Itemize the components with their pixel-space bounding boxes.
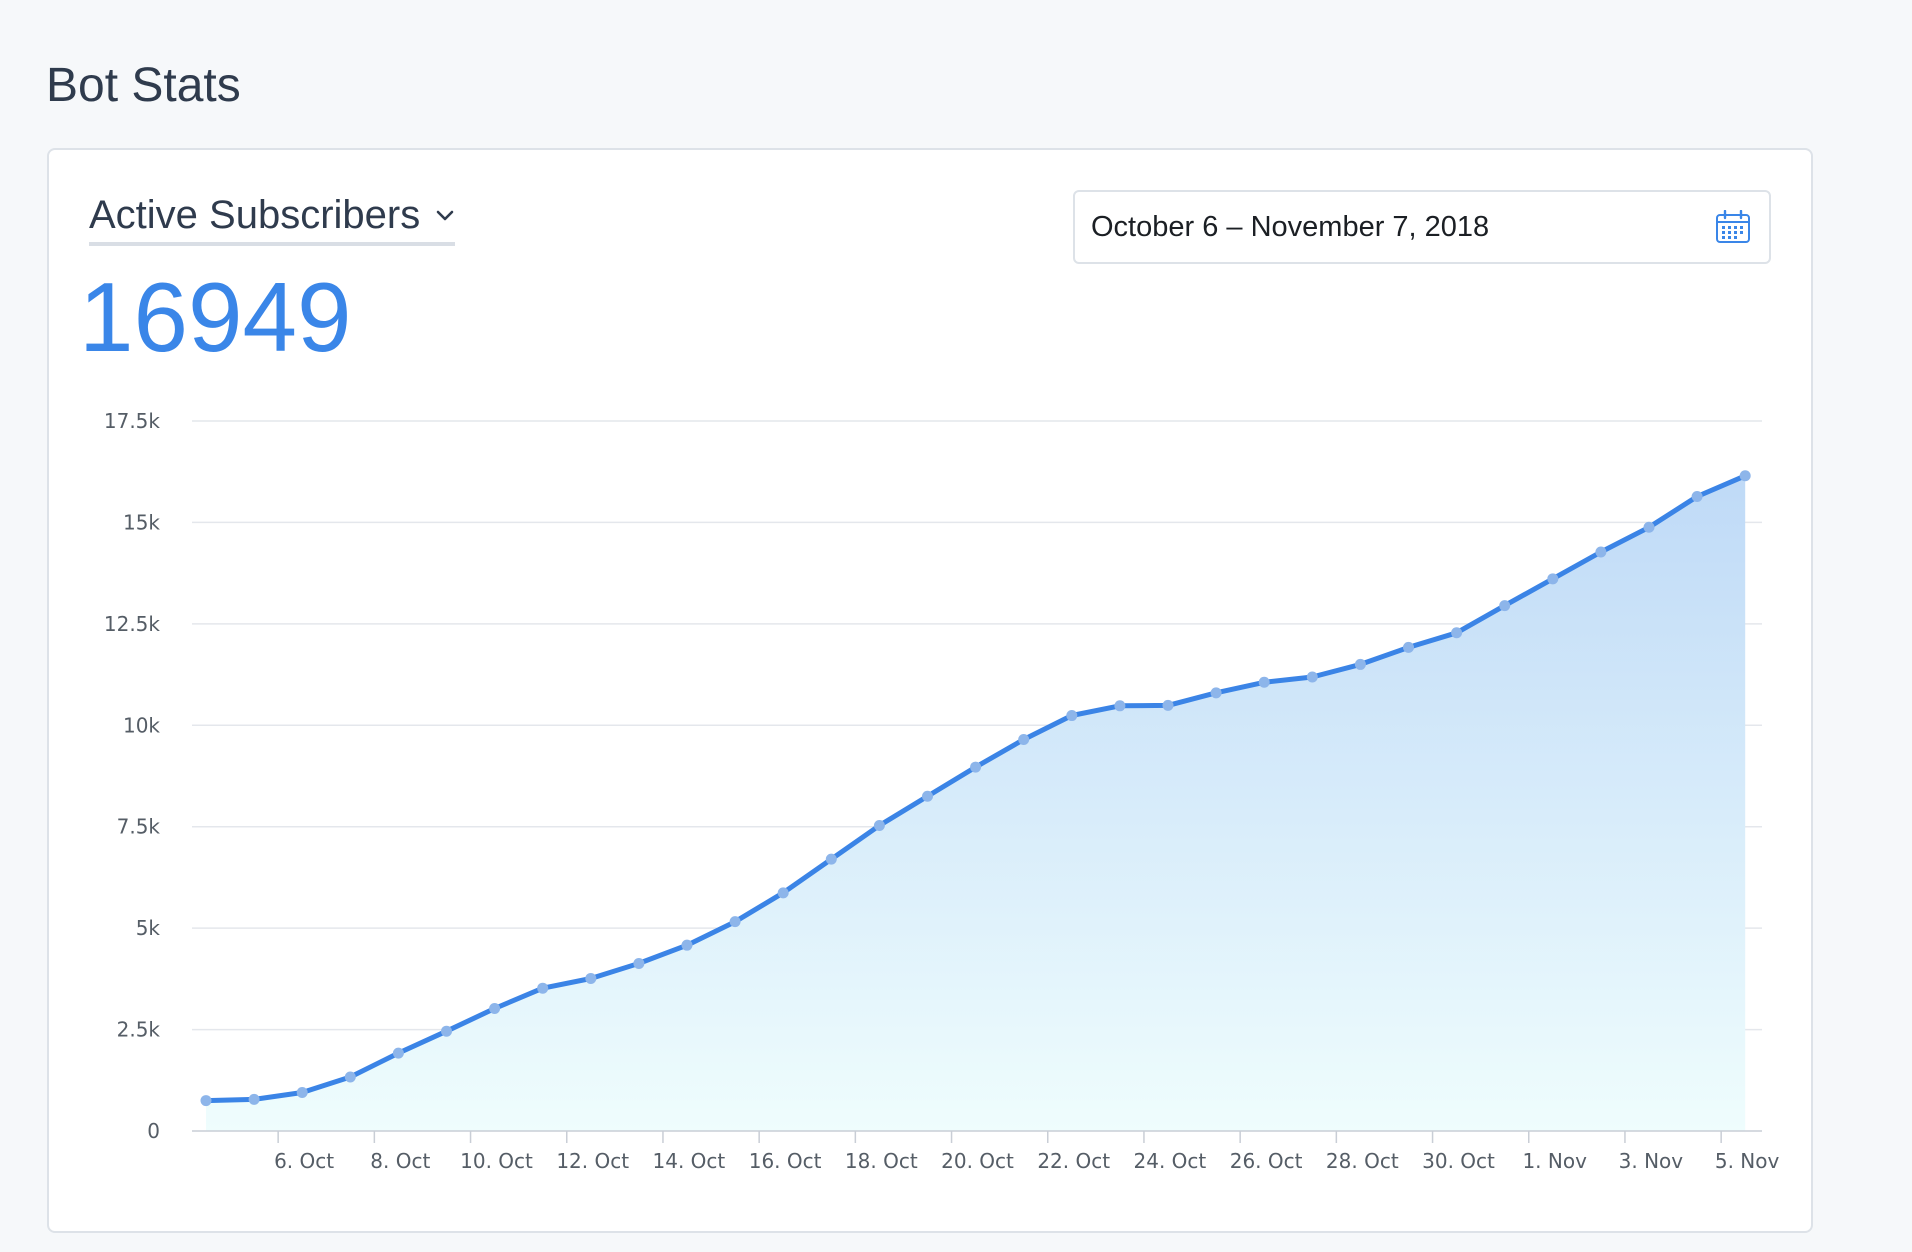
y-tick-label: 15k	[123, 510, 160, 534]
data-point[interactable]	[1210, 687, 1222, 699]
y-tick-label: 5k	[136, 916, 161, 940]
data-point[interactable]	[1306, 671, 1318, 683]
data-point[interactable]	[1739, 470, 1751, 482]
data-point[interactable]	[1451, 627, 1463, 639]
y-tick-label: 7.5k	[117, 815, 161, 839]
data-point[interactable]	[392, 1047, 404, 1059]
data-point[interactable]	[537, 982, 549, 994]
data-point[interactable]	[777, 887, 789, 899]
x-tick-label: 22. Oct	[1037, 1149, 1110, 1173]
y-tick-label: 10k	[123, 713, 160, 737]
data-point[interactable]	[344, 1071, 356, 1083]
data-point[interactable]	[825, 853, 837, 865]
data-point[interactable]	[1114, 700, 1126, 712]
date-range-text: October 6 – November 7, 2018	[1091, 210, 1490, 243]
x-tick-label: 26. Oct	[1230, 1149, 1303, 1173]
x-tick-label: 12. Oct	[556, 1149, 629, 1173]
x-tick-label: 14. Oct	[653, 1149, 726, 1173]
data-point[interactable]	[1643, 521, 1655, 533]
x-tick-label: 8. Oct	[370, 1149, 430, 1173]
data-point[interactable]	[1354, 658, 1366, 670]
data-point[interactable]	[585, 972, 597, 984]
y-tick-label: 0	[147, 1119, 160, 1143]
y-tick-label: 12.5k	[104, 612, 161, 636]
data-point[interactable]	[1547, 573, 1559, 585]
data-point[interactable]	[1066, 710, 1078, 722]
x-tick-label: 6. Oct	[274, 1149, 334, 1173]
data-point[interactable]	[922, 790, 933, 802]
x-tick-label: 16. Oct	[749, 1149, 822, 1173]
data-point[interactable]	[1595, 546, 1607, 558]
data-point[interactable]	[248, 1093, 260, 1105]
data-point[interactable]	[633, 957, 645, 969]
metric-value: 16949	[79, 262, 352, 372]
series-area	[206, 475, 1746, 1131]
data-point[interactable]	[1403, 641, 1414, 653]
date-range-picker[interactable]: October 6 – November 7, 2018	[1073, 190, 1771, 264]
page-title: Bot Stats	[46, 59, 241, 112]
data-point[interactable]	[296, 1086, 308, 1098]
x-tick-label: 24. Oct	[1134, 1149, 1207, 1173]
x-tick-label: 10. Oct	[460, 1149, 533, 1173]
data-point[interactable]	[200, 1095, 212, 1107]
y-tick-label: 2.5k	[117, 1018, 161, 1042]
data-point[interactable]	[1258, 676, 1270, 688]
calendar-icon[interactable]	[1715, 210, 1751, 244]
data-point[interactable]	[1499, 600, 1511, 612]
data-point[interactable]	[1162, 699, 1174, 711]
x-tick-label: 1. Nov	[1522, 1149, 1587, 1173]
x-tick-label: 28. Oct	[1326, 1149, 1399, 1173]
x-tick-label: 20. Oct	[941, 1149, 1014, 1173]
data-point[interactable]	[441, 1025, 452, 1037]
metric-dropdown-label: Active Subscribers	[89, 193, 421, 237]
metric-dropdown[interactable]: Active Subscribers	[89, 192, 455, 246]
data-point[interactable]	[729, 916, 741, 928]
x-tick-label: 5. Nov	[1715, 1149, 1780, 1173]
y-tick-label: 17.5k	[104, 409, 161, 433]
x-tick-label: 3. Nov	[1619, 1149, 1684, 1173]
x-tick-label: 18. Oct	[845, 1149, 918, 1173]
data-point[interactable]	[873, 819, 885, 831]
data-point[interactable]	[681, 939, 693, 951]
data-point[interactable]	[1691, 490, 1703, 502]
x-tick-label: 30. Oct	[1422, 1149, 1495, 1173]
data-point[interactable]	[489, 1002, 501, 1014]
chevron-down-icon	[436, 210, 454, 221]
data-point[interactable]	[1018, 733, 1030, 745]
data-point[interactable]	[970, 761, 982, 773]
